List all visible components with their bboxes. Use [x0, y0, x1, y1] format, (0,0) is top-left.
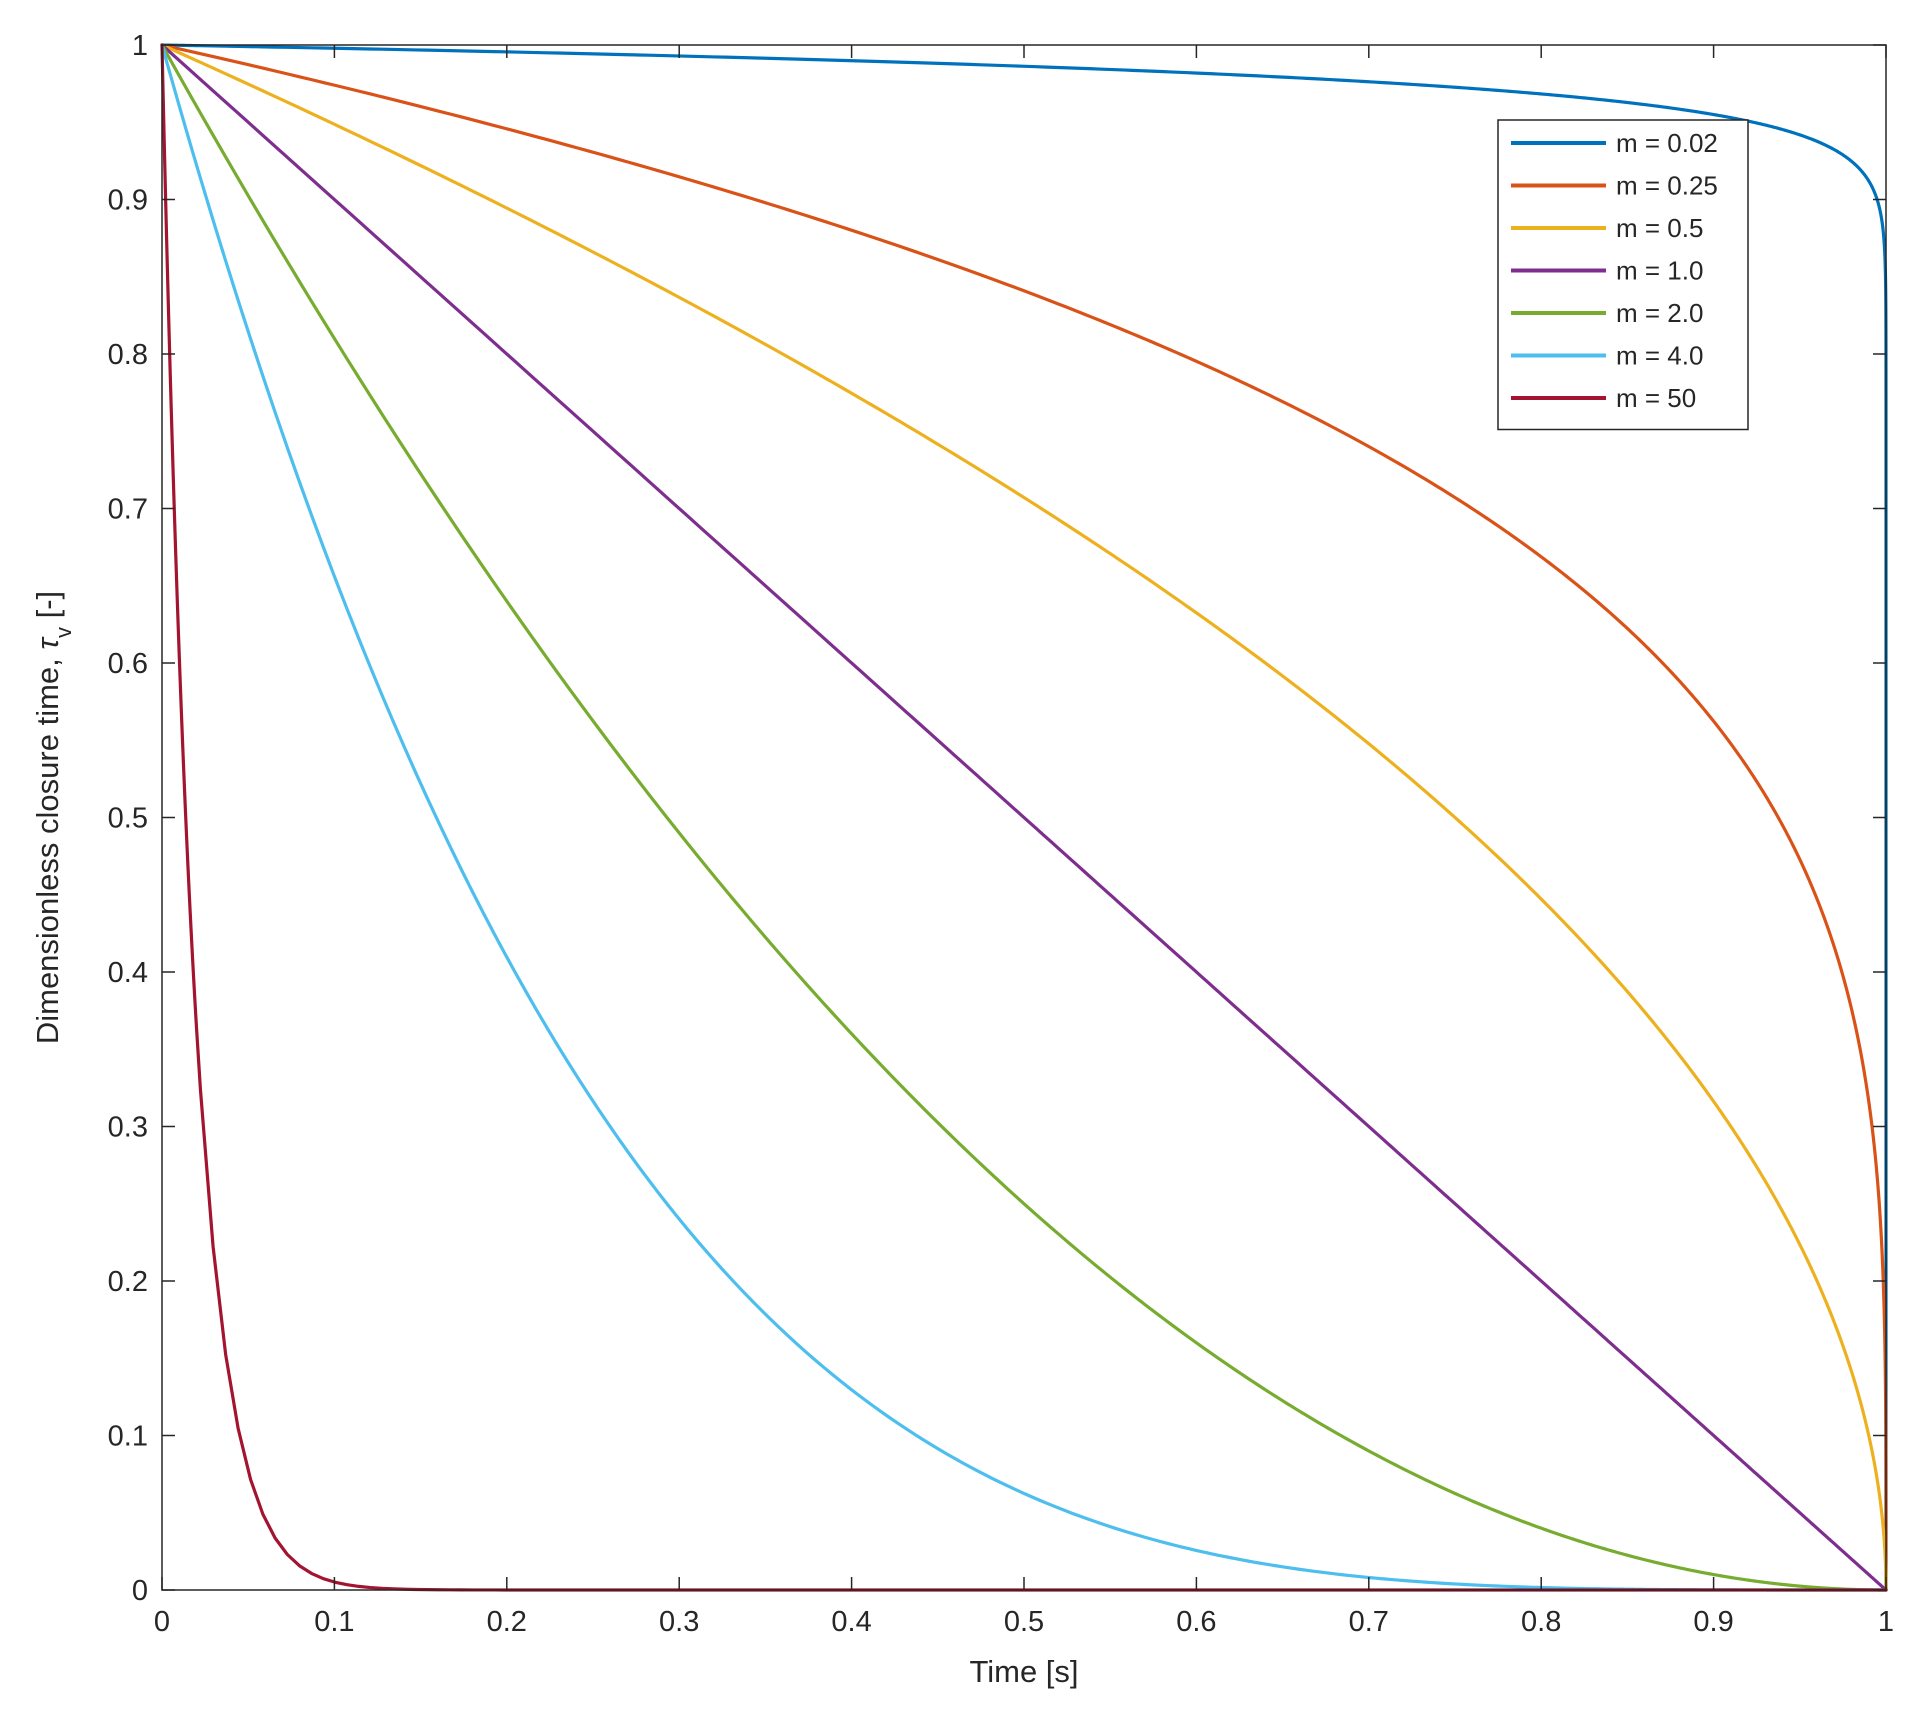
y-tick-label-10: 1 [132, 30, 148, 62]
legend-label-2: m = 0.5 [1616, 213, 1703, 243]
legend-label-5: m = 4.0 [1616, 341, 1703, 371]
y-axis-label-symbol: τ [30, 636, 65, 650]
x-tick-label-6: 0.6 [1176, 1606, 1216, 1638]
y-axis-label: Dimensionless closure time, τv [-] [30, 591, 76, 1044]
y-axis-label-subscript: v [51, 627, 76, 638]
y-tick-label-1: 0.1 [108, 1421, 148, 1453]
legend-label-1: m = 0.25 [1616, 171, 1718, 201]
y-tick-label-4: 0.4 [108, 957, 148, 989]
x-tick-label-7: 0.7 [1349, 1606, 1389, 1638]
y-tick-label-7: 0.7 [108, 494, 148, 526]
legend-label-6: m = 50 [1616, 383, 1696, 413]
y-tick-label-2: 0.2 [108, 1266, 148, 1298]
y-tick-label-5: 0.5 [108, 803, 148, 835]
x-tick-label-1: 0.1 [314, 1606, 354, 1638]
y-axis-label-text: Dimensionless closure time, [30, 650, 65, 1045]
tick-layer: 0 0.1 0.2 0.3 0.4 0.5 0.6 0.7 0.8 0.9 1 0 0.1 0.2 0.3 0… [108, 30, 1894, 1638]
x-tick-label-2: 0.2 [487, 1606, 527, 1638]
x-tick-label-10: 1 [1878, 1606, 1894, 1638]
x-tick-label-8: 0.8 [1521, 1606, 1561, 1638]
x-tick-label-0: 0 [154, 1606, 170, 1638]
y-tick-label-6: 0.6 [108, 648, 148, 680]
legend-label-0: m = 0.02 [1616, 128, 1718, 158]
y-tick-label-9: 0.9 [108, 185, 148, 217]
x-tick-label-9: 0.9 [1693, 1606, 1733, 1638]
legend-label-3: m = 1.0 [1616, 256, 1703, 286]
legend: m = 0.02 m = 0.25 m = 0.5 m = 1.0 m = 2.0 m =… [1497, 119, 1749, 431]
y-tick-label-3: 0.3 [108, 1112, 148, 1144]
legend-label-4: m = 2.0 [1616, 298, 1703, 328]
x-axis-label: Time [s] [969, 1654, 1078, 1689]
y-tick-label-8: 0.8 [108, 339, 148, 371]
y-axis-label-unit: [-] [30, 591, 65, 627]
y-tick-label-0: 0 [132, 1575, 148, 1607]
x-tick-label-5: 0.5 [1004, 1606, 1044, 1638]
x-tick-label-4: 0.4 [831, 1606, 871, 1638]
legend-box [1497, 119, 1749, 431]
x-tick-label-3: 0.3 [659, 1606, 699, 1638]
